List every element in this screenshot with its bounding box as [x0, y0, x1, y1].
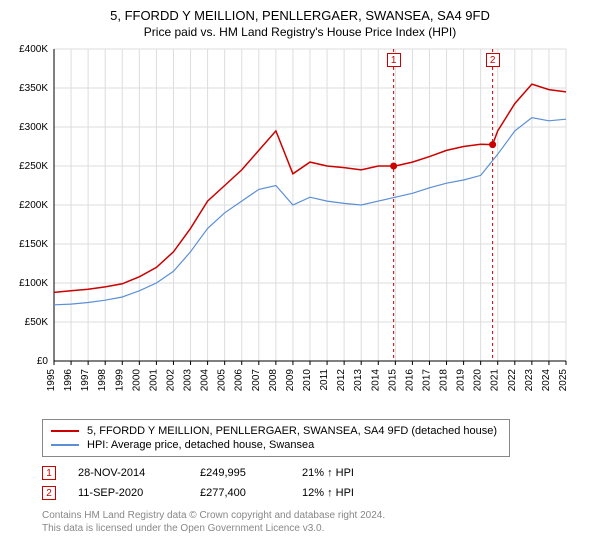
footnote-line: Contains HM Land Registry data © Crown c…: [42, 509, 590, 522]
legend-item: 5, FFORDD Y MEILLION, PENLLERGAER, SWANS…: [51, 424, 501, 438]
svg-text:2010: 2010: [302, 369, 313, 392]
chart-subtitle: Price paid vs. HM Land Registry's House …: [10, 25, 590, 39]
svg-text:2001: 2001: [148, 369, 159, 392]
svg-text:£250K: £250K: [19, 161, 48, 172]
svg-text:2012: 2012: [336, 369, 347, 392]
svg-text:2002: 2002: [165, 369, 176, 392]
transaction-price: £277,400: [200, 487, 280, 499]
transaction-marker: 2: [486, 53, 500, 67]
svg-text:2005: 2005: [217, 369, 228, 392]
svg-text:2025: 2025: [558, 369, 569, 392]
svg-text:1999: 1999: [114, 369, 125, 392]
svg-text:2014: 2014: [370, 369, 381, 392]
transaction-marker: 1: [42, 466, 56, 480]
svg-text:£400K: £400K: [19, 44, 48, 55]
svg-text:2022: 2022: [507, 369, 518, 392]
svg-text:2017: 2017: [421, 369, 432, 392]
legend-item: HPI: Average price, detached house, Swan…: [51, 438, 501, 452]
chart-title: 5, FFORDD Y MEILLION, PENLLERGAER, SWANS…: [10, 8, 590, 23]
svg-text:2020: 2020: [473, 369, 484, 392]
svg-text:£300K: £300K: [19, 122, 48, 133]
transaction-row: 1 28-NOV-2014 £249,995 21% ↑ HPI: [42, 463, 590, 483]
svg-text:£0: £0: [37, 356, 49, 367]
svg-text:£50K: £50K: [25, 317, 49, 328]
transactions-table: 1 28-NOV-2014 £249,995 21% ↑ HPI 2 11-SEP-202…: [42, 463, 590, 503]
svg-text:£350K: £350K: [19, 83, 48, 94]
svg-text:£200K: £200K: [19, 200, 48, 211]
svg-text:2004: 2004: [200, 369, 211, 392]
svg-text:2024: 2024: [541, 369, 552, 392]
footnote-line: This data is licensed under the Open Gov…: [42, 522, 590, 535]
chart-area: £0 £50K £100K £150K £200K £250K £300K £350K £400…: [10, 43, 590, 413]
legend: 5, FFORDD Y MEILLION, PENLLERGAER, SWANS…: [42, 419, 510, 457]
svg-text:2013: 2013: [353, 369, 364, 392]
svg-text:1995: 1995: [46, 369, 57, 392]
svg-text:2009: 2009: [285, 369, 296, 392]
line-chart: £0 £50K £100K £150K £200K £250K £300K £350K £400…: [10, 43, 570, 413]
svg-text:2008: 2008: [268, 369, 279, 392]
svg-text:2006: 2006: [234, 369, 245, 392]
svg-text:£150K: £150K: [19, 239, 48, 250]
svg-text:1998: 1998: [97, 369, 108, 392]
legend-swatch: [51, 444, 79, 446]
transaction-date: 28-NOV-2014: [78, 467, 178, 479]
transaction-marker: 1: [387, 53, 401, 67]
transaction-price: £249,995: [200, 467, 280, 479]
svg-text:2003: 2003: [183, 369, 194, 392]
legend-label: 5, FFORDD Y MEILLION, PENLLERGAER, SWANS…: [87, 425, 497, 437]
svg-text:2000: 2000: [131, 369, 142, 392]
svg-text:2007: 2007: [251, 369, 262, 392]
svg-text:2021: 2021: [490, 369, 501, 392]
svg-text:2016: 2016: [404, 369, 415, 392]
svg-text:1996: 1996: [63, 369, 74, 392]
svg-text:2023: 2023: [524, 369, 535, 392]
transaction-delta: 21% ↑ HPI: [302, 467, 392, 479]
legend-swatch: [51, 430, 79, 432]
svg-text:2018: 2018: [439, 369, 450, 392]
transaction-marker: 2: [42, 486, 56, 500]
transaction-row: 2 11-SEP-2020 £277,400 12% ↑ HPI: [42, 483, 590, 503]
transaction-date: 11-SEP-2020: [78, 487, 178, 499]
transaction-delta: 12% ↑ HPI: [302, 487, 392, 499]
svg-text:2015: 2015: [387, 369, 398, 392]
footnote: Contains HM Land Registry data © Crown c…: [42, 509, 590, 535]
svg-text:1997: 1997: [80, 369, 91, 392]
svg-text:2019: 2019: [456, 369, 467, 392]
legend-label: HPI: Average price, detached house, Swan…: [87, 439, 314, 451]
svg-text:2011: 2011: [319, 369, 330, 391]
svg-text:£100K: £100K: [19, 278, 48, 289]
